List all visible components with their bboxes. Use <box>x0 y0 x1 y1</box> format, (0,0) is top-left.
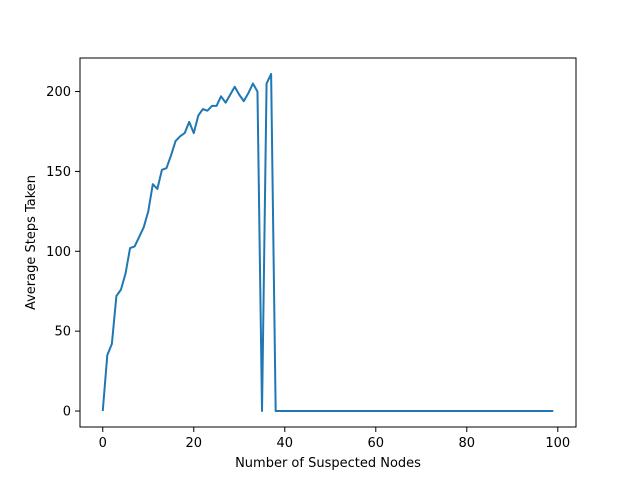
x-tick-label: 60 <box>368 436 385 451</box>
y-tick-label: 100 <box>46 245 71 260</box>
x-tick-label: 100 <box>545 436 570 451</box>
x-tick-label: 0 <box>99 436 107 451</box>
y-tick-label: 0 <box>63 405 71 420</box>
y-tick-label: 150 <box>46 165 71 180</box>
x-tick-label: 80 <box>459 436 476 451</box>
y-tick-label: 50 <box>54 325 71 340</box>
x-tick-label: 40 <box>276 436 293 451</box>
chart-marks <box>101 72 554 413</box>
y-axis-ticks: 0 50 100 150 200 <box>46 85 80 420</box>
x-tick-label: 20 <box>185 436 202 451</box>
plot-area <box>80 58 576 427</box>
plot-frame <box>79 57 577 428</box>
y-axis-label: Average Steps Taken <box>24 175 39 310</box>
x-axis-label: Number of Suspected Nodes <box>235 456 421 471</box>
series-line-0 <box>101 72 554 413</box>
x-axis-ticks: 0 20 40 60 80 100 <box>99 427 570 451</box>
y-tick-label: 200 <box>46 85 71 100</box>
